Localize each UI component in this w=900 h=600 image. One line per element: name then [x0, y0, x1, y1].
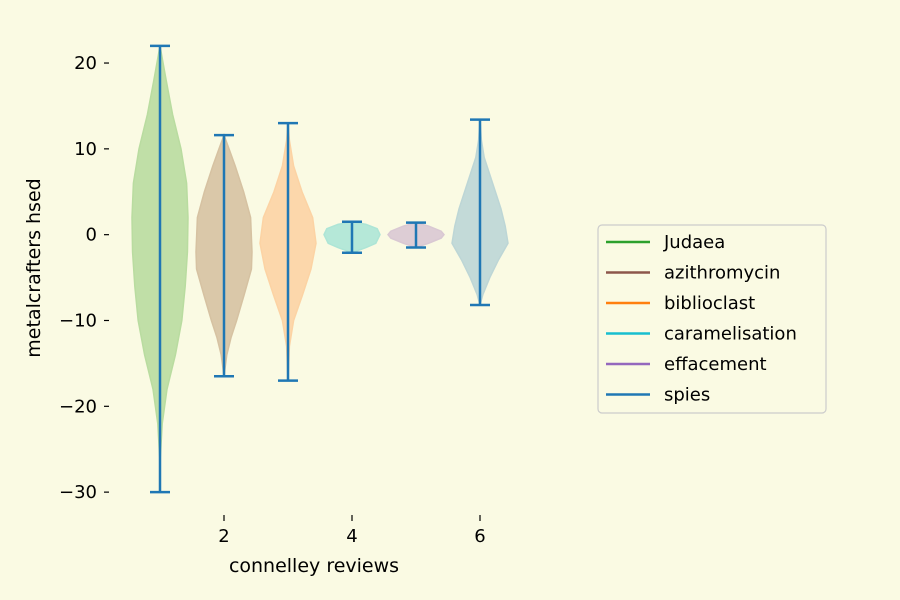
y-axis-label: metalcrafters hsed: [23, 178, 45, 357]
y-tick-label: −30: [59, 482, 97, 503]
legend-box: [597, 224, 827, 414]
legend-items: Judaea azithromycin biblioclast caramelisat…: [606, 232, 797, 406]
legend-label-caramelisation: caramelisation: [664, 324, 797, 345]
y-axis: 20 10 0 −10 −20 −30: [59, 53, 109, 503]
x-tick-label: 2: [218, 526, 229, 547]
legend-label-biblioclast: biblioclast: [664, 293, 755, 314]
y-tick-label: 0: [86, 225, 97, 246]
legend-label-spies: spies: [664, 385, 710, 406]
whiskers-group: [150, 44, 490, 494]
legend-label-azithromycin: azithromycin: [664, 263, 780, 284]
y-tick-label: −20: [59, 396, 97, 417]
legend-label-effacement: effacement: [664, 354, 767, 375]
violins-group: [131, 45, 509, 493]
y-tick-label: 20: [74, 53, 97, 74]
x-tick-label: 6: [474, 526, 485, 547]
x-axis: 2 4 6: [218, 515, 486, 547]
y-tick-label: −10: [59, 310, 97, 331]
legend-label-judaea: Judaea: [663, 232, 725, 253]
y-tick-label: 10: [74, 139, 97, 160]
x-axis-label: connelley reviews: [229, 555, 399, 577]
x-tick-label: 4: [346, 526, 357, 547]
legend: Judaea azithromycin biblioclast caramelisat…: [597, 224, 827, 414]
